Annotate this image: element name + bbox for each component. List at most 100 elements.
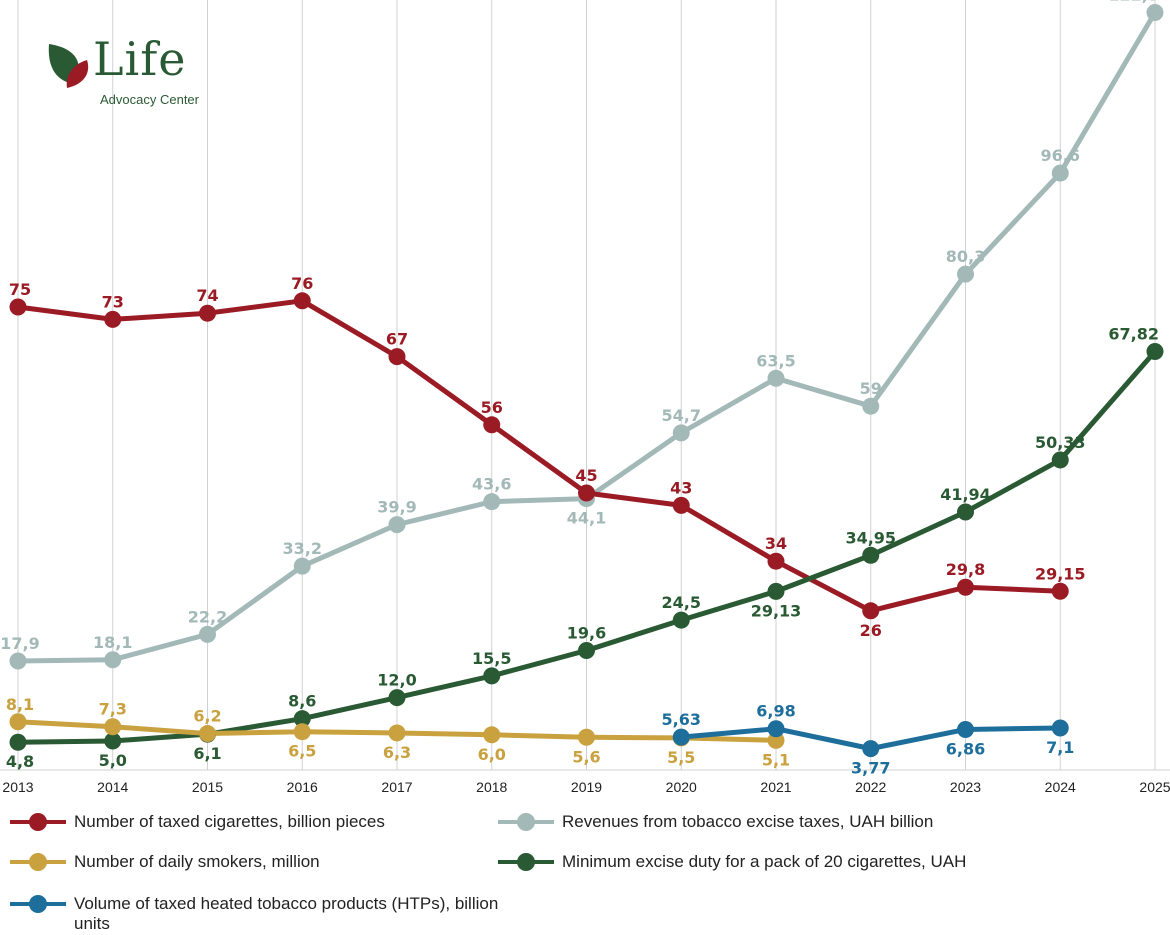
data-point	[1051, 719, 1069, 737]
data-label: 17,9	[0, 634, 39, 653]
data-point	[388, 689, 406, 707]
legend-item-smokers: Number of daily smokers, million	[10, 852, 320, 872]
x-tick-label: 2021	[760, 779, 791, 795]
data-point	[862, 546, 880, 564]
data-label: 50,33	[1035, 433, 1086, 452]
data-label: 44,1	[567, 509, 606, 528]
data-label: 6,1	[193, 744, 221, 763]
data-label: 7,3	[99, 700, 127, 719]
x-tick-label: 2025	[1139, 779, 1170, 795]
data-point	[388, 348, 406, 366]
data-label: 43	[670, 478, 692, 497]
data-label: 29,8	[946, 560, 985, 579]
data-label: 26	[860, 621, 882, 640]
logo-subtitle: Advocacy Center	[100, 92, 199, 107]
data-point	[104, 732, 122, 750]
x-tick-label: 2013	[2, 779, 33, 795]
legend-swatch	[10, 852, 66, 872]
x-tick-label: 2020	[666, 779, 697, 795]
leaf-icon	[48, 44, 89, 88]
data-label: 8,1	[6, 695, 34, 714]
legend-item-revenues: Revenues from tobacco excise taxes, UAH …	[498, 812, 933, 832]
data-point	[483, 667, 501, 685]
data-label: 34,95	[845, 528, 896, 547]
legend-swatch	[498, 852, 554, 872]
data-point	[672, 611, 690, 629]
data-label: 59	[860, 379, 882, 398]
data-point	[9, 652, 27, 670]
data-point	[672, 496, 690, 514]
x-tick-label: 2016	[287, 779, 318, 795]
data-point	[957, 720, 974, 738]
data-label: 18,1	[93, 633, 132, 652]
legend-label: Minimum excise duty for a pack of 20 cig…	[562, 852, 967, 871]
data-label: 43,6	[472, 475, 511, 494]
legend-item-htp: Volume of taxed heated tobacco products …	[10, 894, 530, 934]
data-point	[293, 710, 311, 728]
data-point	[957, 265, 974, 283]
data-label: 67	[386, 330, 408, 349]
legend-label: Number of taxed cigarettes, billion piec…	[74, 812, 385, 831]
data-point	[862, 397, 880, 415]
legend-label: Volume of taxed heated tobacco products …	[74, 894, 499, 933]
data-point	[767, 582, 785, 600]
data-point	[1051, 164, 1069, 182]
x-tick-label: 2019	[571, 779, 602, 795]
data-point	[767, 731, 785, 749]
legend-item-cigarettes: Number of taxed cigarettes, billion piec…	[10, 812, 385, 832]
data-point	[483, 416, 501, 434]
data-label: 19,6	[567, 623, 606, 642]
data-label: 6,0	[478, 745, 506, 764]
data-label: 76	[291, 274, 313, 293]
series-line	[17, 298, 1061, 614]
data-point	[578, 728, 595, 746]
x-tick-label: 2014	[97, 779, 128, 795]
data-point	[388, 516, 406, 534]
data-point	[578, 484, 595, 502]
data-point	[9, 298, 27, 316]
data-label: 5,63	[662, 710, 701, 729]
data-label: 5,0	[99, 751, 127, 770]
legend-swatch	[10, 894, 66, 914]
data-label: 15,5	[472, 649, 511, 668]
x-tick-label: 2024	[1045, 779, 1076, 795]
data-label: 12,0	[377, 671, 416, 690]
data-point	[1051, 451, 1069, 469]
data-label: 4,8	[6, 752, 34, 771]
data-label: 6,5	[288, 742, 316, 761]
data-label: 6,2	[193, 707, 221, 726]
data-label: 56	[481, 398, 503, 417]
data-label: 24,5	[662, 593, 701, 612]
data-point	[1146, 343, 1164, 361]
data-label: 96,6	[1041, 146, 1080, 165]
data-point	[1146, 4, 1164, 21]
data-label: 6,86	[946, 739, 985, 758]
data-point	[9, 713, 27, 731]
data-label: 5,5	[667, 748, 695, 767]
data-label: 45	[575, 466, 597, 485]
data-label: 75	[9, 280, 31, 299]
data-point	[9, 733, 27, 751]
x-tick-label: 2018	[476, 779, 507, 795]
data-label: 33,2	[283, 539, 322, 558]
data-point	[578, 641, 595, 659]
data-label: 29,15	[1035, 564, 1086, 583]
data-point	[199, 625, 216, 643]
data-point	[199, 304, 216, 322]
data-label: 5,1	[762, 750, 790, 769]
legend-item-excise-duty: Minimum excise duty for a pack of 20 cig…	[498, 852, 966, 872]
data-point	[1051, 582, 1069, 600]
data-point	[293, 723, 311, 741]
data-label: 73	[102, 292, 124, 311]
legend-swatch	[498, 812, 554, 832]
data-label: 63,5	[756, 351, 795, 370]
logo: Life Advocacy Center	[45, 32, 199, 107]
data-label: 74	[196, 286, 218, 305]
legend-swatch	[10, 812, 66, 832]
x-tick-label: 2017	[381, 779, 412, 795]
data-point	[767, 720, 785, 738]
data-label: 122,5	[1108, 0, 1159, 5]
data-point	[957, 578, 974, 596]
